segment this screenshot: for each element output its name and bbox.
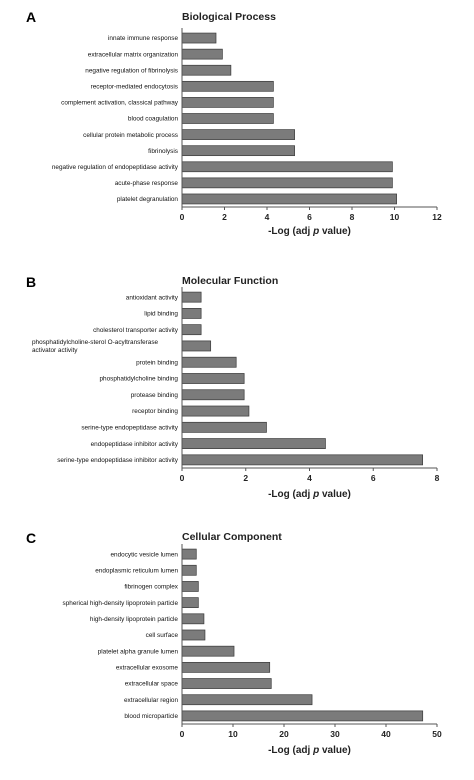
category-label: acute-phase response — [115, 180, 179, 187]
x-tick-label: 4 — [307, 473, 312, 483]
bar — [181, 405, 250, 417]
bar — [181, 291, 202, 303]
bar — [181, 373, 245, 384]
bar — [181, 161, 393, 173]
x-tick-label: 0 — [180, 212, 185, 222]
panel-letter: B — [26, 274, 36, 290]
category-label: complement activation, classical pathway — [61, 100, 179, 107]
category-label: negative regulation of fibrinolysis — [85, 67, 178, 74]
x-tick-label: 20 — [279, 729, 289, 739]
x-tick-label: 50 — [432, 729, 442, 739]
bar — [181, 678, 272, 689]
category-label: blood microparticle — [124, 713, 178, 720]
x-axis-title: -Log (adj p value) — [268, 745, 351, 756]
category-label: platelet degranulation — [117, 196, 179, 203]
bar — [181, 308, 202, 319]
x-tick-label: 12 — [432, 212, 442, 222]
category-label: spherical high-density lipoprotein parti… — [63, 600, 179, 607]
bar — [181, 324, 202, 336]
bar — [181, 389, 245, 401]
bar — [181, 32, 217, 44]
x-tick-label: 8 — [350, 212, 355, 222]
bar — [181, 356, 237, 368]
category-label: phosphatidylcholine binding — [99, 376, 178, 383]
bar — [181, 340, 212, 352]
x-tick-label: 10 — [390, 212, 400, 222]
category-label: platelet alpha granule lumen — [98, 648, 179, 655]
category-label: cellular protein metabolic process — [83, 132, 178, 139]
category-label: phosphatidylcholine-sterol O-acyltransfe… — [32, 339, 159, 354]
bar — [181, 613, 205, 625]
category-label: lipid binding — [144, 311, 178, 318]
bar — [181, 48, 223, 60]
bar — [181, 661, 271, 673]
x-tick-label: 6 — [307, 212, 312, 222]
x-tick-label: 30 — [330, 729, 340, 739]
x-axis-title: -Log (adj p value) — [268, 489, 351, 500]
category-label: extracellular exosome — [116, 665, 179, 672]
bar — [181, 97, 274, 108]
bar — [181, 64, 232, 76]
bar — [181, 145, 295, 157]
bar — [181, 581, 199, 592]
bar — [181, 438, 326, 449]
bar — [181, 177, 393, 189]
bar — [181, 645, 235, 657]
bar — [181, 193, 397, 205]
bar — [181, 454, 424, 466]
x-tick-label: 6 — [371, 473, 376, 483]
bar — [181, 421, 267, 433]
category-label: negative regulation of endopeptidase act… — [52, 164, 179, 171]
category-label: extracellular matrix organization — [88, 51, 179, 58]
category-label: high-density lipoprotein particle — [90, 616, 179, 623]
category-label: innate immune response — [108, 35, 178, 42]
bar — [181, 629, 206, 641]
x-tick-label: 0 — [180, 729, 185, 739]
bar — [181, 80, 274, 92]
x-axis-title: -Log (adj p value) — [268, 226, 351, 237]
category-label: cell surface — [146, 632, 179, 639]
x-tick-label: 40 — [381, 729, 391, 739]
panel-letter: C — [26, 530, 36, 546]
category-label: receptor binding — [132, 408, 178, 415]
x-tick-label: 10 — [228, 729, 238, 739]
x-tick-label: 2 — [243, 473, 248, 483]
bar — [181, 694, 313, 706]
x-tick-label: 2 — [222, 212, 227, 222]
x-tick-label: 8 — [435, 473, 440, 483]
bar — [181, 113, 274, 124]
category-label: serine-type endopeptidase activity — [81, 425, 178, 432]
bar — [181, 564, 197, 576]
x-tick-label: 4 — [265, 212, 270, 222]
bar — [181, 548, 197, 560]
category-label: antioxidant activity — [126, 294, 179, 301]
category-label: endoplasmic reticulum lumen — [95, 567, 178, 574]
category-label: fibrinogen complex — [124, 584, 178, 591]
category-label: extracellular space — [125, 681, 179, 688]
panel-c: C Cellular Component endocytic vesicle lum… — [26, 530, 442, 756]
bar — [181, 597, 199, 609]
category-label: protease binding — [131, 392, 179, 399]
category-label: protein binding — [136, 359, 178, 366]
panel-a: A Biological Process innate immune respons… — [26, 9, 442, 237]
category-label: endopeptidase inhibitor activity — [91, 441, 179, 448]
bar — [181, 710, 424, 722]
category-label: receptor-mediated endocytosis — [91, 84, 178, 91]
bar — [181, 129, 295, 140]
x-tick-label: 0 — [180, 473, 185, 483]
category-label: blood coagulation — [128, 116, 179, 123]
panel-letter: A — [26, 9, 36, 25]
category-label: endocytic vesicle lumen — [111, 551, 179, 558]
category-label: cholesterol transporter activity — [93, 327, 179, 334]
category-label: extracellular region — [124, 697, 178, 704]
category-label: fibrinolysis — [148, 148, 178, 155]
chart-title: Molecular Function — [182, 275, 278, 287]
chart-title: Cellular Component — [182, 531, 282, 543]
chart-title: Biological Process — [182, 11, 276, 23]
category-label: serine-type endopeptidase inhibitor acti… — [57, 457, 179, 464]
